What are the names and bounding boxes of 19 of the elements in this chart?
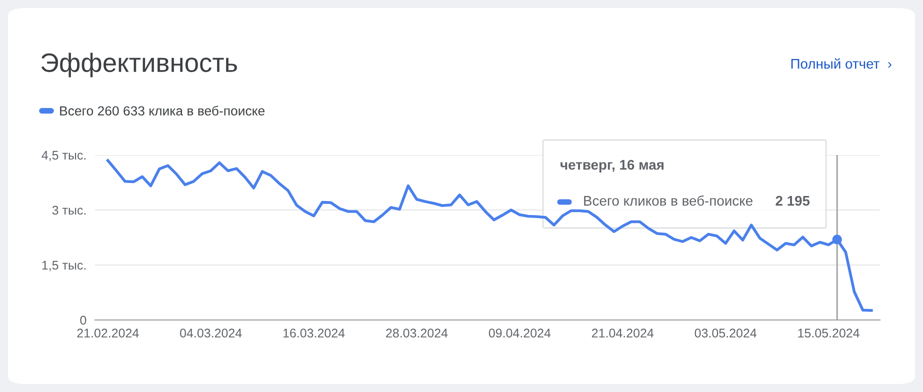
x-tick-label: 28.03.2024 — [386, 328, 448, 338]
x-tick-label: 09.04.2024 — [488, 328, 551, 338]
x-tick-label: 16.03.2024 — [283, 328, 345, 338]
x-tick-label: 21.04.2024 — [592, 328, 654, 338]
text: Полный отчет › — [791, 58, 892, 69]
x-tick-label: 21.02.2024 — [77, 328, 139, 338]
y-tick-label: 3 тыс. — [52, 206, 86, 215]
x-tick-label: 03.05.2024 — [694, 328, 756, 338]
annotation: 2 195 — [776, 196, 810, 206]
x-tick-label: 15.05.2024 — [798, 328, 860, 338]
annotation: Всего кликов в веб-поиске — [584, 195, 752, 206]
y-tick-label: 0 — [80, 316, 86, 325]
x-tick-label: 04.03.2024 — [180, 328, 242, 338]
y-tick-label: 4,5 тыс. — [42, 150, 86, 162]
chart-title: Эффективность — [41, 52, 237, 78]
y-tick-label: 1,5 тыс. — [42, 260, 86, 272]
annotation: четверг, 16 мая — [560, 160, 664, 172]
legend-label: Всего 260 633 клика в веб-поиске — [60, 106, 265, 116]
line-series — [106, 159, 873, 312]
